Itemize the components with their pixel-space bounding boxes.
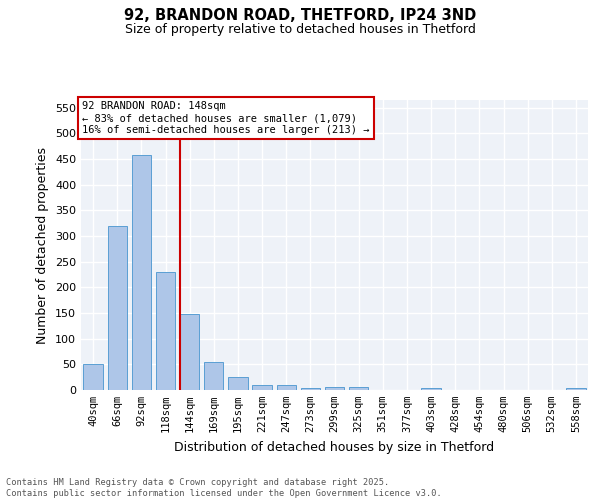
Text: Size of property relative to detached houses in Thetford: Size of property relative to detached ho… <box>125 22 475 36</box>
Bar <box>156 272 175 390</box>
Bar <box>204 362 223 390</box>
Bar <box>132 156 151 390</box>
Y-axis label: Number of detached properties: Number of detached properties <box>37 146 49 344</box>
Bar <box>83 364 103 390</box>
Bar <box>325 387 344 390</box>
Bar <box>421 388 441 390</box>
Text: Contains HM Land Registry data © Crown copyright and database right 2025.
Contai: Contains HM Land Registry data © Crown c… <box>6 478 442 498</box>
Bar <box>228 377 248 390</box>
Text: 92 BRANDON ROAD: 148sqm
← 83% of detached houses are smaller (1,079)
16% of semi: 92 BRANDON ROAD: 148sqm ← 83% of detache… <box>82 102 370 134</box>
Bar <box>566 388 586 390</box>
Bar <box>180 314 199 390</box>
X-axis label: Distribution of detached houses by size in Thetford: Distribution of detached houses by size … <box>175 440 494 454</box>
Bar <box>107 226 127 390</box>
Bar <box>301 388 320 390</box>
Bar <box>277 386 296 390</box>
Bar <box>349 387 368 390</box>
Bar <box>253 385 272 390</box>
Text: 92, BRANDON ROAD, THETFORD, IP24 3ND: 92, BRANDON ROAD, THETFORD, IP24 3ND <box>124 8 476 22</box>
